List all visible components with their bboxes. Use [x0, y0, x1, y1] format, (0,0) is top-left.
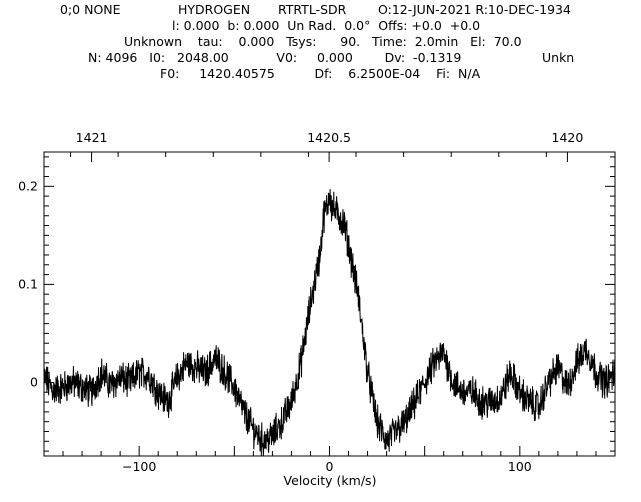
y-tick-label: 0: [30, 374, 38, 389]
header-coordinates: l: 0.000 b: 0.000 Un Rad. 0.0° Offs: +0.…: [172, 18, 481, 33]
header-telescope: RTRTL-SDR: [278, 2, 347, 17]
y-tick-label: 0.2: [18, 178, 38, 193]
top-tick-label: 1420: [552, 130, 584, 145]
spectrum-line: [43, 189, 616, 456]
x-axis-label: Velocity (km/s): [284, 473, 377, 488]
header-line-name: HYDROGEN: [178, 2, 251, 17]
header-source: 0;0 NONE: [60, 2, 121, 17]
x-tick-label: −100: [122, 459, 156, 474]
header-observation-params: Unknown tau: 0.000 Tsys: 90. Time: 2.0mi…: [124, 34, 522, 49]
top-tick-label: 1420.5: [307, 130, 351, 145]
x-tick-label: 100: [508, 459, 532, 474]
header-channel-tail: Unkn: [542, 50, 575, 65]
header-channel-params: N: 4096 I0: 2048.00 V0: 0.000 Dv: -0.131…: [88, 50, 462, 65]
top-tick-label: 1421: [76, 130, 108, 145]
header-frequency-params: F0: 1420.40575 Df: 6.2500E-04 Fi: N/A: [160, 66, 481, 81]
y-tick-label: 0.1: [18, 276, 38, 291]
header-obs-date: O:12-JUN-2021 R:10-DEC-1934: [378, 2, 571, 17]
x-tick-label: 0: [326, 459, 334, 474]
